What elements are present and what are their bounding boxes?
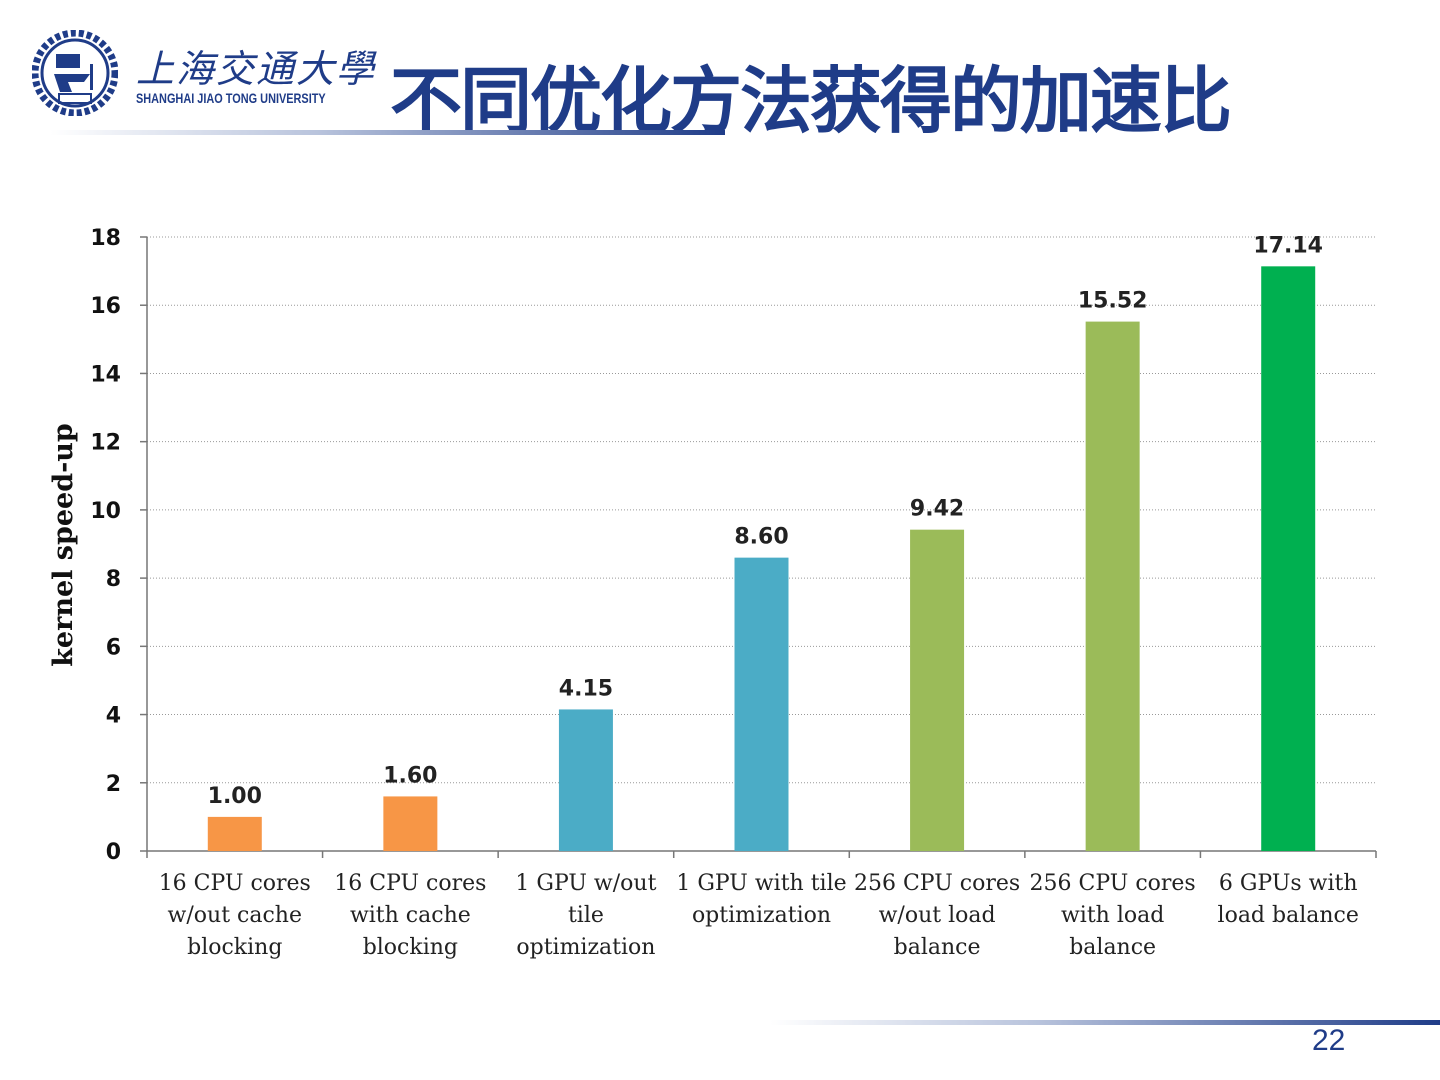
x-category-label: 256 CPU cores <box>854 871 1020 896</box>
x-category-label: optimization <box>692 903 831 928</box>
university-name-en: SHANGHAI JIAO TONG UNIVERSITY <box>136 90 326 106</box>
y-axis-label: kernel speed-up <box>48 423 79 667</box>
data-label: 17.14 <box>1253 233 1323 258</box>
footer-line <box>770 1020 1440 1025</box>
x-category-label: w/out load <box>879 903 996 928</box>
data-label: 15.52 <box>1078 289 1148 314</box>
x-category-label: balance <box>894 935 981 960</box>
slide-title: 不同优化方法获得的加速比 <box>390 62 1232 142</box>
gridlines <box>147 236 1376 784</box>
y-tick-label: 12 <box>90 431 121 456</box>
x-category-label: 1 GPU w/out <box>515 871 656 896</box>
x-category-label: balance <box>1069 935 1156 960</box>
y-tick-label: 4 <box>106 704 121 729</box>
bar <box>910 529 965 851</box>
bar <box>1085 321 1140 851</box>
data-label: 1.00 <box>208 784 262 809</box>
x-category-label: 16 CPU cores <box>159 871 311 896</box>
x-category-label: 16 CPU cores <box>334 871 486 896</box>
x-category-label: with cache <box>350 903 471 928</box>
bar <box>1261 266 1316 851</box>
bar <box>558 709 613 851</box>
x-category-label: blocking <box>363 935 458 960</box>
x-category-label: with load <box>1061 903 1164 928</box>
university-logo <box>32 30 118 116</box>
data-label: 8.60 <box>734 525 788 550</box>
bars <box>207 266 1316 851</box>
x-category-label: optimization <box>516 935 655 960</box>
y-tick-label: 18 <box>90 226 121 251</box>
x-category-label: tile <box>568 903 604 928</box>
x-category-label: blocking <box>187 935 282 960</box>
page-number: 22 <box>1312 1024 1346 1057</box>
bar <box>383 796 438 851</box>
x-category-label: 1 GPU with tile <box>676 871 846 896</box>
bar <box>734 557 789 851</box>
x-category-label: 6 GPUs with <box>1219 871 1358 896</box>
y-tick-label: 10 <box>90 499 121 524</box>
data-label: 4.15 <box>559 676 613 701</box>
x-category-label: 256 CPU cores <box>1030 871 1196 896</box>
x-category-label: w/out cache <box>168 903 302 928</box>
y-tick-label: 0 <box>106 840 121 865</box>
y-tick-label: 6 <box>106 635 121 660</box>
data-label: 1.60 <box>383 763 437 788</box>
y-tick-label: 8 <box>106 567 121 592</box>
y-tick-label: 16 <box>90 294 121 319</box>
title-underline <box>50 130 725 135</box>
bar <box>207 816 262 851</box>
labels: 0 2 4 6 8 10 12 14 16 18 1.00 16 CPU cores w/out cac… <box>90 226 1359 960</box>
university-name-cn: 上海交通大學 <box>136 47 377 91</box>
data-label: 9.42 <box>910 497 964 522</box>
y-tick-label: 14 <box>90 362 121 387</box>
speedup-bar-chart: 0 2 4 6 8 10 12 14 16 18 1.00 16 CPU cores w/out cac… <box>48 226 1377 960</box>
y-tick-label: 2 <box>106 772 121 797</box>
x-category-label: load balance <box>1218 903 1359 928</box>
